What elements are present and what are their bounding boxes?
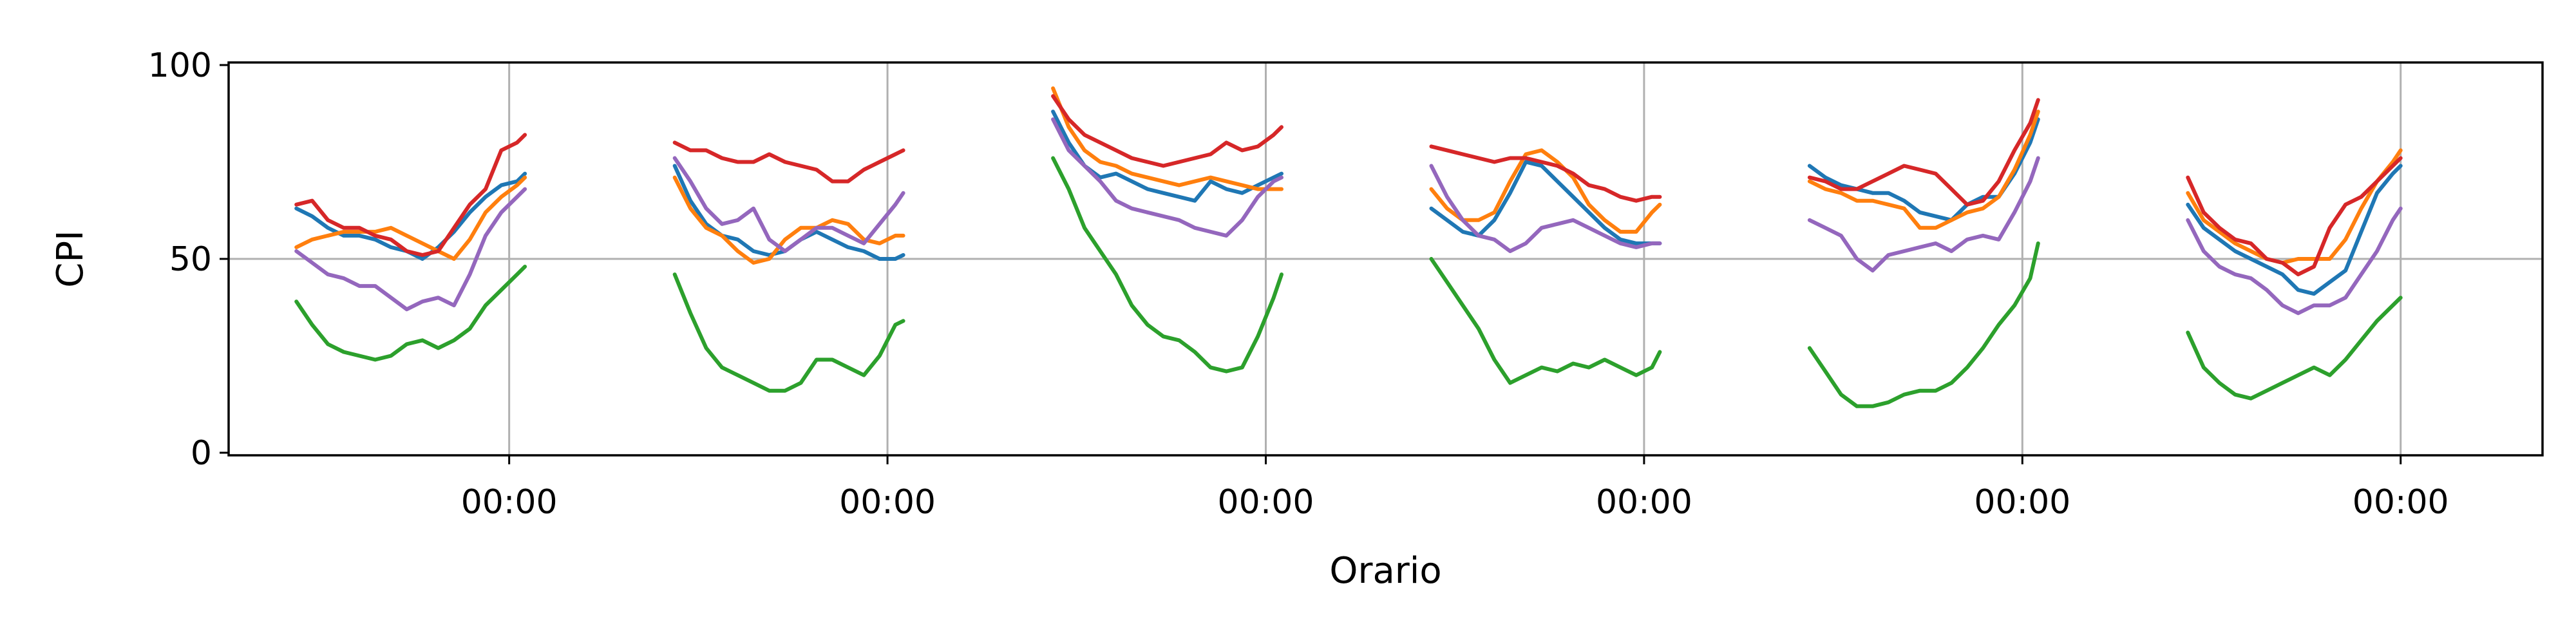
series-4 xyxy=(294,94,2403,277)
x-tick-label: 00:00 xyxy=(1974,483,2070,522)
series-line-segment xyxy=(672,140,905,184)
series-5 xyxy=(294,117,2403,316)
series-line-segment xyxy=(1051,94,1283,168)
series-line-segment xyxy=(1051,117,1283,238)
y-tick-label: 50 xyxy=(169,240,212,279)
series-line-segment xyxy=(294,265,527,362)
series-3 xyxy=(294,156,2403,408)
y-tick-label: 0 xyxy=(191,434,212,473)
series-line-segment xyxy=(1429,148,1662,234)
series-line-segment xyxy=(1807,98,2040,207)
x-tick-label: 00:00 xyxy=(1596,483,1692,522)
series-line-segment xyxy=(2186,156,2403,277)
x-tick-label: 00:00 xyxy=(2353,483,2449,522)
x-tick-label: 00:00 xyxy=(839,483,936,522)
series-line-segment xyxy=(1807,241,2040,408)
series-line-segment xyxy=(1429,160,1662,245)
series-line-segment xyxy=(294,171,527,261)
series-line-segment xyxy=(1429,144,1662,203)
series-1 xyxy=(294,109,2403,296)
series-line-segment xyxy=(2186,296,2403,401)
x-axis-label: Orario xyxy=(1329,550,1441,592)
series-line-segment xyxy=(1051,156,1283,374)
series-line-segment xyxy=(1429,257,1662,385)
axes: 00:00 00:00 00:00 00:00 00:00 00:00 0 50 100 xyxy=(148,46,2449,522)
series-line-segment xyxy=(1807,109,2040,230)
series-line-segment xyxy=(2186,148,2403,265)
series-line-segment xyxy=(672,272,905,393)
y-tick-label: 100 xyxy=(148,46,212,85)
grid xyxy=(229,62,2543,455)
series-line-segment xyxy=(294,175,527,261)
series-line-segment xyxy=(1429,164,1662,253)
series-line-segment xyxy=(672,175,905,265)
series-2 xyxy=(294,86,2403,265)
series-line-segment xyxy=(1807,156,2040,273)
series-line-segment xyxy=(672,156,905,253)
y-axis-label: CPI xyxy=(50,230,91,287)
series-line-segment xyxy=(2186,206,2403,316)
series-line-segment xyxy=(294,133,527,257)
series-line-segment xyxy=(2186,164,2403,296)
series-layer xyxy=(294,86,2403,408)
x-tick-label: 00:00 xyxy=(461,483,558,522)
x-tick-label: 00:00 xyxy=(1218,483,1314,522)
series-line-segment xyxy=(1051,86,1283,191)
series-line-segment xyxy=(294,187,527,312)
